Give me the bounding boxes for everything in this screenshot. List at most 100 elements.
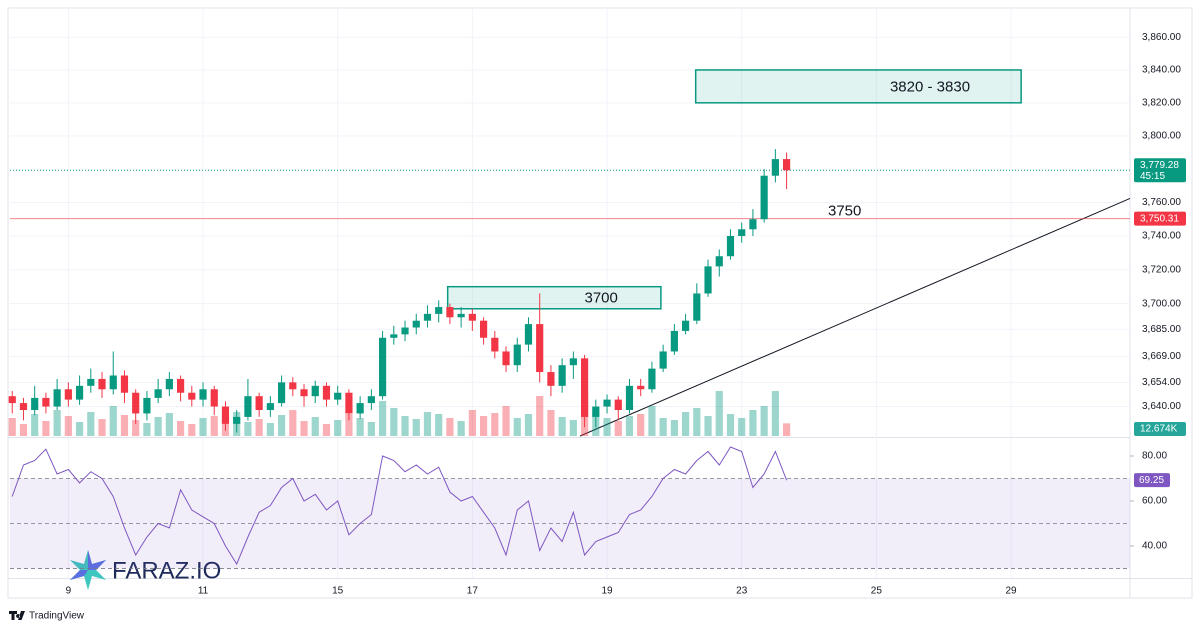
volume-bar xyxy=(580,394,589,436)
volume-bar xyxy=(412,419,420,436)
x-tick-label: 29 xyxy=(1005,586,1017,597)
candle-body xyxy=(64,389,72,400)
candle-body xyxy=(120,375,129,393)
footer-text: TradingView xyxy=(29,611,85,622)
volume-bar xyxy=(726,414,735,436)
candle-body xyxy=(479,320,488,338)
candle-body xyxy=(401,327,409,335)
candle-body xyxy=(87,378,95,386)
volume-bar xyxy=(558,417,566,436)
candle-body xyxy=(199,389,207,400)
volume-bar xyxy=(8,418,16,436)
x-tick-label: 23 xyxy=(736,586,748,597)
volume-label: 12.674K xyxy=(1140,424,1178,435)
y-tick-label: 40.00 xyxy=(1142,541,1167,552)
volume-bar xyxy=(244,422,252,436)
x-tick-label: 19 xyxy=(601,586,613,597)
candle-body xyxy=(42,397,50,407)
candle-body xyxy=(603,399,611,407)
volume-bar xyxy=(682,412,690,436)
volume-bar xyxy=(154,417,162,436)
candle-body xyxy=(300,389,308,397)
candle-body xyxy=(513,344,521,366)
volume-bar xyxy=(98,419,106,436)
trendline xyxy=(579,197,1131,437)
volume-bar xyxy=(345,414,353,436)
y-tick-label: 80.00 xyxy=(1142,451,1167,462)
candle-body xyxy=(715,256,723,267)
volume-bar xyxy=(210,416,218,436)
volume-bar xyxy=(390,408,398,436)
volume-badge xyxy=(1134,422,1186,436)
candle-body xyxy=(726,236,735,257)
countdown: 45:15 xyxy=(1140,171,1165,182)
volume-bar xyxy=(19,424,28,436)
candle-body xyxy=(109,375,117,390)
volume-bar xyxy=(704,416,712,436)
candle-body xyxy=(367,396,375,404)
volume-bar xyxy=(109,406,117,436)
candle-body xyxy=(8,396,16,404)
candle-body xyxy=(457,313,465,318)
volume-bar xyxy=(42,421,50,436)
candle-body xyxy=(749,219,757,230)
volume-bar xyxy=(536,396,544,436)
candle-body xyxy=(580,358,589,417)
volume-bar xyxy=(435,414,443,436)
volume-bar xyxy=(356,418,364,436)
candle-body xyxy=(682,320,690,331)
annotation: 3750 xyxy=(828,203,861,220)
footer: TradingView xyxy=(9,611,85,622)
candle-body xyxy=(760,175,768,220)
last-price-label: 3,779.28 xyxy=(1140,160,1179,171)
candle-body xyxy=(255,396,263,411)
candle-body xyxy=(244,396,252,417)
candle-body xyxy=(592,406,600,417)
volume-bar xyxy=(120,415,129,436)
candle-body xyxy=(693,293,701,321)
candle-body xyxy=(637,385,645,390)
price-line-label: 3,750.31 xyxy=(1140,213,1179,224)
volume-bar xyxy=(143,423,151,436)
candle-body xyxy=(446,307,454,318)
volume-bar xyxy=(760,406,768,436)
volume-bar xyxy=(603,418,611,436)
candle-body xyxy=(19,403,28,411)
volume-bar xyxy=(513,418,521,436)
volume-bar xyxy=(614,421,622,436)
volume-bar xyxy=(277,415,286,436)
candle-body xyxy=(524,324,533,345)
price-line-badge xyxy=(1134,211,1186,226)
rsi-label: 69.25 xyxy=(1139,475,1164,486)
volume-bar xyxy=(491,413,499,436)
y-tick-label: 3,840.00 xyxy=(1142,65,1181,76)
volume-bar xyxy=(502,406,510,436)
volume-bar xyxy=(322,424,331,436)
volume-bar xyxy=(188,424,196,436)
candle-body xyxy=(491,337,499,352)
x-tick-label: 9 xyxy=(66,586,72,597)
volume-bar xyxy=(255,419,263,436)
candle-body xyxy=(648,368,656,390)
zone xyxy=(446,285,662,310)
volume-bar xyxy=(311,417,319,436)
volume-bar xyxy=(266,423,274,436)
frame xyxy=(7,7,1193,599)
y-tick-label: 3,700.00 xyxy=(1142,298,1181,309)
zone-label: 3820 - 3830 xyxy=(890,78,970,95)
candle-body xyxy=(468,313,476,321)
y-tick-label: 3,654.00 xyxy=(1142,377,1181,388)
volume-bar xyxy=(423,412,432,436)
footer-logo xyxy=(9,611,25,620)
volume-bar xyxy=(53,410,61,436)
volume-bar xyxy=(738,418,746,436)
candle-body xyxy=(53,389,61,407)
volume-bar xyxy=(64,416,72,436)
candle-body xyxy=(783,159,791,171)
candle-body xyxy=(75,385,84,400)
volume-bar xyxy=(367,422,375,436)
candle-body xyxy=(188,392,196,400)
candle-body xyxy=(311,385,319,397)
volume-bar xyxy=(783,423,791,436)
candle-body xyxy=(233,416,241,424)
